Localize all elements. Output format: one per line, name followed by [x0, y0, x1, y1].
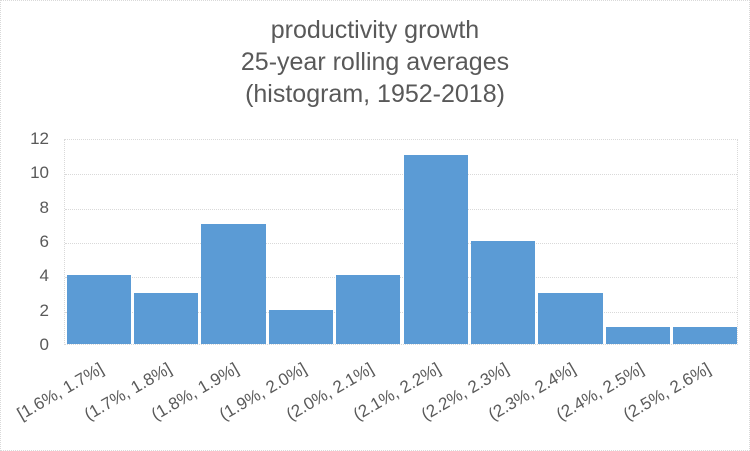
- y-axis-tick-label: 6: [39, 232, 49, 251]
- gridline: [65, 243, 737, 244]
- gridline: [65, 311, 737, 313]
- y-axis-tick-label: 2: [39, 300, 49, 320]
- chart-title-line-3: (histogram, 1952-2018): [245, 80, 505, 108]
- histogram-bar: [336, 275, 401, 344]
- histogram-bar: [538, 292, 603, 344]
- histogram-bar: [201, 223, 266, 344]
- histogram-bar: [268, 309, 334, 344]
- y-axis-tick-label: 10: [30, 163, 49, 183]
- y-axis-tick-label: 12: [30, 129, 49, 148]
- gridline: [65, 174, 737, 176]
- y-axis-tick-label: 4: [39, 266, 49, 286]
- chart-title-line-1: productivity growth: [270, 16, 480, 44]
- y-axis-tick-label: 8: [39, 197, 49, 217]
- histogram-bar: [133, 292, 199, 344]
- histogram-bar: [66, 275, 131, 344]
- chart-title-line-2: 25-year rolling averages: [240, 48, 510, 76]
- histogram-bar: [673, 326, 738, 344]
- gridline: [65, 277, 737, 279]
- histogram-bar: [403, 155, 468, 344]
- plot-area: [64, 139, 738, 345]
- chart-title: productivity growth 25-year rolling aver…: [1, 14, 749, 110]
- gridline: [65, 208, 737, 210]
- y-axis-tick-label: 0: [39, 335, 49, 354]
- histogram-bar: [470, 241, 536, 344]
- histogram-bar: [605, 326, 671, 344]
